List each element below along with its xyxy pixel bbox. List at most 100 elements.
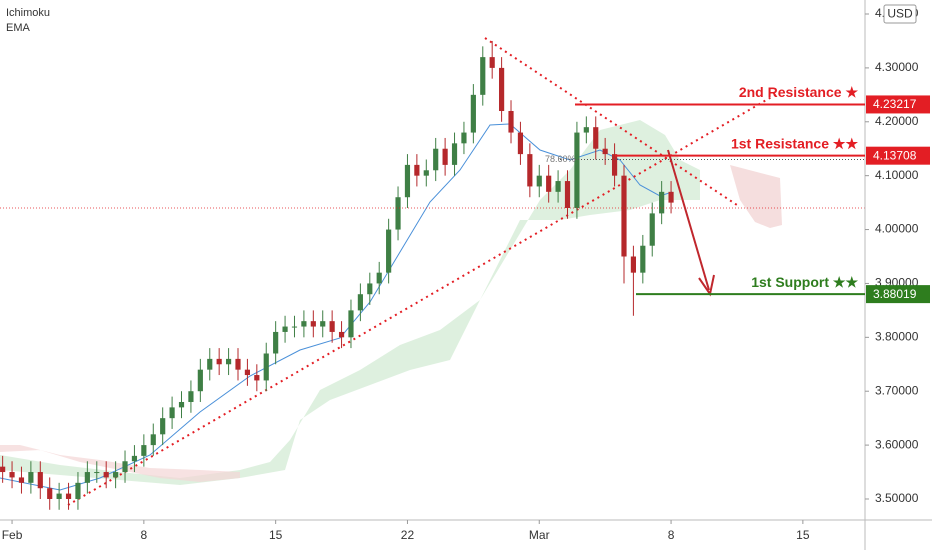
candle-body: [564, 181, 571, 208]
candle-body: [103, 472, 109, 478]
candle-body: [197, 369, 203, 392]
ichimoku-cloud-bearish: [0, 445, 240, 482]
candle-body: [630, 256, 636, 273]
candle-body: [18, 477, 25, 483]
price-badge-label: 4.23217: [873, 97, 917, 111]
candle-body: [178, 401, 185, 408]
candle-body: [28, 472, 34, 483]
candle-body: [461, 132, 467, 144]
projection-arrow: [667, 149, 710, 291]
y-tick-label: 3.50000: [875, 491, 919, 505]
ichimoku-cloud-bearish: [730, 165, 782, 228]
candle-body: [611, 154, 618, 176]
candle-body: [244, 369, 251, 376]
y-tick-label: 3.60000: [875, 437, 919, 451]
candle-body: [320, 321, 326, 327]
candle-body: [593, 127, 599, 149]
candle-body: [442, 148, 448, 165]
x-tick-label: 8: [668, 528, 675, 542]
candle-body: [659, 191, 665, 214]
candle-body: [216, 358, 222, 365]
candle-body: [75, 482, 81, 499]
currency-label: USD: [887, 7, 913, 21]
candle-body: [131, 455, 138, 462]
candle-body: [499, 67, 505, 112]
candle-body: [367, 283, 373, 295]
candle-body: [555, 181, 561, 192]
candle-body: [65, 493, 72, 499]
price-badge: [866, 146, 930, 165]
candle-body: [640, 245, 646, 273]
candle-body: [668, 191, 674, 203]
candle-body: [451, 143, 458, 165]
candle-body: [395, 197, 401, 230]
price-badge-label: 4.13708: [873, 148, 917, 162]
candle-body: [282, 326, 288, 332]
candle-body: [291, 326, 298, 328]
candle-body: [310, 321, 316, 327]
candle-body: [235, 358, 241, 370]
candle-body: [37, 472, 43, 489]
level-name: 1st Support ★★: [751, 274, 858, 290]
candle-body: [583, 127, 589, 133]
fib-label: 78.60%: [545, 154, 576, 164]
candle-body: [348, 310, 354, 338]
candle-body: [160, 418, 166, 435]
candle-body: [225, 358, 232, 365]
candle-body: [517, 132, 524, 155]
candle-body: [150, 434, 156, 446]
candle-body: [273, 331, 279, 354]
candle-body: [141, 445, 147, 456]
candle-body: [546, 175, 552, 192]
candle-body: [574, 132, 580, 208]
y-tick-label: 3.70000: [875, 383, 919, 397]
candle-body: [56, 493, 62, 499]
candle-body: [433, 148, 439, 171]
candle-body: [113, 472, 119, 478]
x-tick-label: 8: [141, 528, 148, 542]
candle-body: [263, 353, 269, 381]
x-tick-label: 15: [269, 528, 283, 542]
price-badge: [866, 95, 930, 114]
candle-body: [9, 472, 15, 478]
candle-body: [169, 407, 175, 419]
candle-body: [649, 213, 655, 246]
y-tick-label: 3.80000: [875, 329, 919, 343]
level-name: 2nd Resistance ★: [739, 84, 859, 100]
candle-body: [84, 472, 90, 483]
marks: [0, 40, 865, 510]
y-tick-label: 4.20000: [875, 114, 919, 128]
price-badge-label: 3.88019: [873, 287, 917, 301]
candle-body: [404, 164, 411, 198]
candle-body: [602, 148, 608, 155]
candle-body: [329, 321, 335, 332]
candle-body: [536, 175, 542, 187]
x-tick-label: 15: [796, 528, 810, 542]
price-badge: [866, 285, 930, 304]
candle-body: [527, 154, 533, 187]
candle-body: [423, 170, 429, 176]
candle-body: [386, 229, 392, 273]
x-tick-label: Mar: [529, 528, 550, 542]
candle-body: [0, 466, 6, 473]
candle-body: [414, 164, 420, 176]
candle-body: [94, 472, 100, 474]
currency-badge: [883, 4, 917, 24]
candle-body: [188, 391, 194, 402]
candle-body: [489, 57, 495, 68]
x-tick-label: 22: [401, 528, 415, 542]
candle-body: [254, 375, 260, 381]
y-tick-label: 4.10000: [875, 168, 919, 182]
candle-body: [47, 488, 53, 499]
candle-body: [122, 461, 128, 473]
candle-body: [508, 111, 514, 133]
indicator-label: EMA: [6, 22, 31, 34]
x-tick-label: Feb: [2, 528, 23, 542]
candle-body: [338, 331, 345, 338]
candle-body: [621, 175, 627, 257]
candle-body: [376, 272, 382, 284]
rising-trendline: [67, 94, 776, 506]
